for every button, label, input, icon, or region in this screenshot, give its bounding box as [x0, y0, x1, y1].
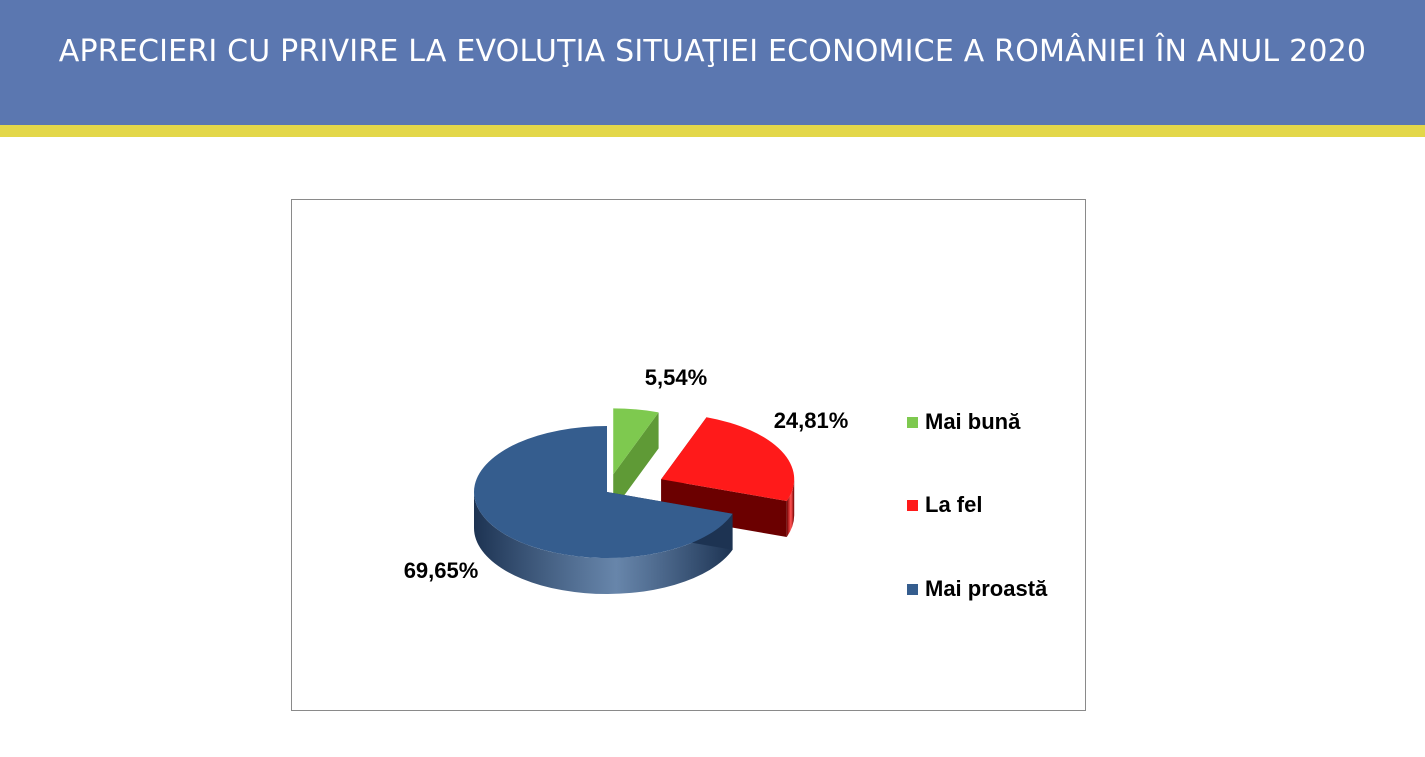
slice-cut-face — [613, 412, 659, 511]
legend-entry: Mai bună — [907, 409, 1021, 434]
legend-swatch — [907, 500, 918, 511]
legend-label: Mai proastă — [925, 576, 1048, 601]
slice-top — [613, 408, 659, 475]
legend-entry: Mai proastă — [907, 576, 1048, 601]
pie-slice-la-fel — [661, 417, 795, 538]
page-title: APRECIERI CU PRIVIRE LA EVOLUŢIA SITUAŢI… — [58, 34, 1367, 69]
data-label: 69,65% — [404, 558, 479, 583]
legend-label: La fel — [925, 492, 982, 517]
slice-side-wall — [786, 479, 795, 538]
header-stripe — [0, 125, 1425, 137]
data-label: 24,81% — [774, 408, 849, 433]
legend-swatch — [907, 417, 918, 428]
slice-top — [661, 417, 795, 502]
legend-label: Mai bună — [925, 409, 1021, 434]
data-label: 5,54% — [645, 365, 707, 390]
legend-swatch — [907, 584, 918, 595]
header-bar — [0, 0, 1425, 125]
pie-slice-mai-proasta — [474, 426, 733, 595]
legend-entry: La fel — [907, 492, 982, 517]
slice-side-wall — [474, 492, 733, 595]
pie-slice-mai-buna — [613, 408, 659, 511]
slice-top — [474, 426, 733, 559]
slice-cut-face — [661, 479, 787, 538]
